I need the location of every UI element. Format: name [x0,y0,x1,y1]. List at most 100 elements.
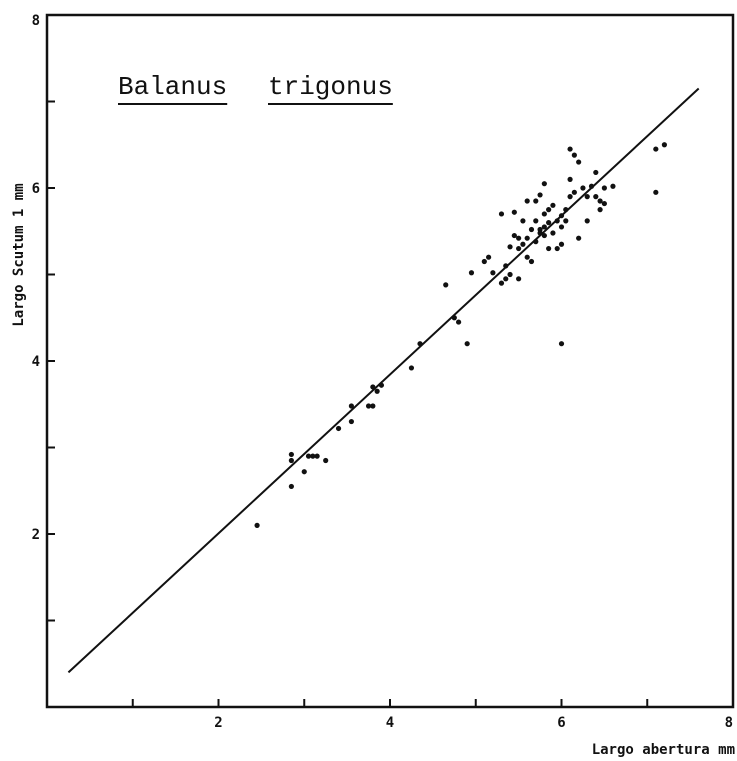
data-point [541,211,547,217]
data-point [593,169,599,176]
data-point [451,315,457,321]
data-point [507,271,513,278]
data-point [597,198,603,204]
data-point [305,453,312,459]
data-point [567,146,573,152]
data-point [464,341,470,347]
y-axis-label: Largo Scutum 1 mm [11,183,27,326]
data-point [498,211,505,217]
data-point [323,457,329,464]
data-point [546,207,552,213]
data-point [653,146,659,152]
y-tick-label: 4 [32,354,40,370]
data-point [254,522,260,528]
data-point [567,176,573,182]
data-point [511,232,517,239]
data-point [288,457,294,464]
x-tick-label: 6 [557,715,565,731]
data-point [408,365,415,371]
data-point [490,270,496,276]
data-point [554,218,560,224]
data-point [584,218,590,224]
data-point [563,207,569,213]
data-point [597,207,603,213]
plot-frame [45,13,735,709]
data-point [584,194,590,200]
data-point [541,232,547,239]
data-point [571,152,577,158]
data-point [468,270,475,276]
data-point [554,245,560,252]
data-point [533,218,539,224]
data-point [576,235,582,241]
data-point [370,403,376,409]
data-point [537,230,543,236]
x-axis-label: Largo abertura mm [592,742,735,758]
data-point [378,382,385,388]
data-point [571,189,577,195]
y-tick-label: 6 [32,181,40,197]
data-point [558,224,565,230]
data-point [456,319,462,325]
data-point [481,258,487,265]
data-point [661,142,668,148]
data-point [593,194,599,200]
data-point [567,194,573,200]
data-point [507,244,513,250]
fit-line [67,87,700,674]
data-point [288,451,294,458]
axis-ticks [47,14,734,707]
data-point [348,403,355,409]
data-point [550,230,556,236]
data-point [524,235,530,241]
y-tick-label: 8 [32,13,40,29]
data-point [503,276,509,282]
x-tick-label: 4 [386,715,394,731]
data-point [563,218,569,224]
data-point [528,258,535,265]
data-point [301,469,307,475]
data-point [516,235,522,241]
data-point [588,183,595,189]
x-tick-label: 8 [725,715,733,731]
axis-tick-labels: 2 4 6 8 2 4 6 8 [32,13,733,731]
data-point [370,384,376,390]
data-point [537,192,543,198]
y-tick-label: 2 [32,527,40,543]
data-point [576,159,582,165]
data-point [601,185,607,191]
data-point [610,183,616,189]
chart-title-species: trigonus [268,72,393,102]
data-point [335,425,342,432]
data-point [541,181,547,187]
data-point [558,213,565,219]
data-point [443,282,449,288]
data-point [580,185,586,191]
data-point [516,276,522,282]
data-point [498,280,505,286]
data-point [417,341,423,347]
data-point [310,453,316,459]
data-point [528,226,535,233]
chart-title: Balanus trigonus [118,72,393,105]
data-point [520,218,526,224]
data-point [541,224,547,230]
data-point [511,209,517,215]
data-point [558,341,565,347]
data-point [601,200,607,207]
data-point [533,198,539,204]
data-points [254,142,668,528]
data-point [503,263,509,269]
data-point [524,198,530,204]
data-point [546,220,552,226]
x-tick-label: 2 [214,715,222,731]
data-point [533,239,539,245]
data-point [653,189,659,195]
data-point [288,483,294,490]
data-point [486,254,492,260]
data-point [546,245,552,252]
data-point [524,254,530,260]
data-point [558,241,565,247]
data-point [365,403,372,409]
